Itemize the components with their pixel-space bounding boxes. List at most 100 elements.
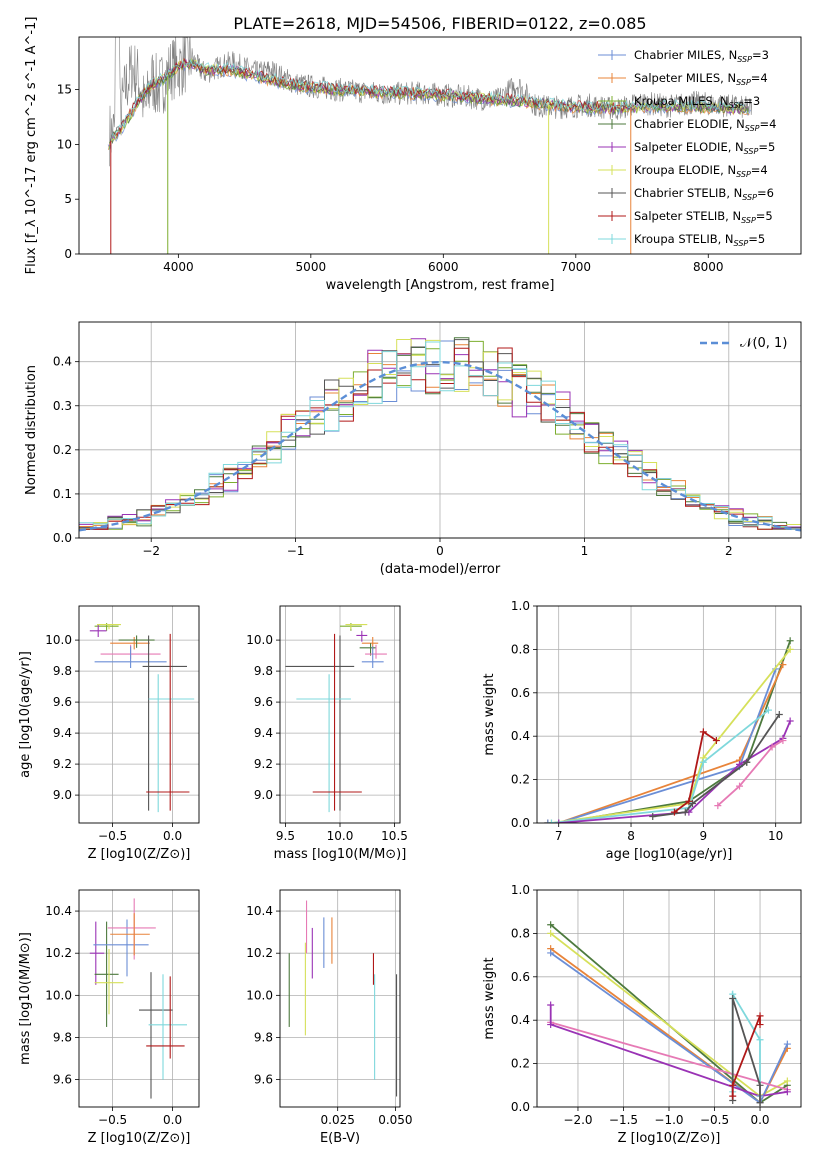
y-tick-label: 9.6 [53,1073,72,1087]
legend-label: Salpeter ELODIE, NSSP=5 [634,140,775,156]
x-axis-label: age [log10(age/yr)] [606,847,733,862]
y-tick-label: 9.6 [254,695,273,709]
y-tick-label: 1.0 [511,599,530,613]
y-tick-label: 10.0 [45,633,72,647]
x-axis-label: (data-model)/error [380,562,501,577]
panel-spectrum: 4000 5000 6000 7000 8000 0 5 10 15 wavelength [An… [24,17,802,293]
axes-frame [536,889,802,1108]
weight-marker [712,737,720,745]
legend-label: Kroupa ELODIE, NSSP=4 [634,163,768,179]
y-tick-label: 10.0 [246,633,273,647]
weight-marker [743,758,751,766]
weight-marker [729,1081,737,1089]
x-tick-label: 0.0 [163,829,182,843]
legend-label: Salpeter MILES, NSSP=4 [634,71,768,87]
x-tick-label: 10.0 [327,829,354,843]
y-tick-label: 9.8 [53,1030,72,1044]
model-line [110,58,745,141]
y-axis-label: mass weight [482,673,497,755]
weight-marker [786,645,794,653]
weight-marker [689,799,697,807]
axes-frame [78,605,200,824]
plot-area-age_vs_Z [89,623,195,813]
y-axis-label: age [log10(age/yr)] [18,651,33,778]
x-tick-label: 10 [768,829,783,843]
axes-frame [279,605,401,824]
weight-marker [756,1021,764,1029]
weight-marker [764,706,772,714]
weight-marker [555,819,563,823]
panel-weight_vs_Z: −2.0 −1.5 −1.0 −0.5 0.0 0.0 0.2 0.4 0.6 0.8 1.0 Z [… [482,883,802,1146]
y-tick-label: 9.8 [254,1030,273,1044]
x-axis-label: mass [log10(M/M⊙)] [274,847,407,862]
y-tick-label: 9.2 [53,757,72,771]
x-axis-label: Z [log10(Z/Z⊙)] [88,1131,191,1146]
y-tick-label: 10.4 [45,904,72,918]
legend-label: 𝒩(0, 1) [740,336,787,351]
y-tick-label: 10.4 [246,904,273,918]
y-tick-label: 0.6 [511,970,530,984]
panel-residuals: −2 −1 0 1 2 0.0 0.1 0.2 0.3 0.4 (data-model)/error… [24,321,802,577]
x-tick-label: 0.0 [750,1113,769,1127]
axes-frame [78,321,802,539]
weight-marker [544,819,552,823]
weight-marker [714,802,722,810]
x-axis-label: E(B-V) [320,1131,360,1146]
x-tick-label: 0.050 [378,1113,412,1127]
weight-marker [729,995,737,1002]
weight-line [549,1005,788,1098]
panel-age_vs_Z: −0.5 0.0 9.0 9.2 9.4 9.6 9.8 10.0 Z [log10(Z/Z⊙)… [18,605,200,862]
y-axis-label: mass weight [482,957,497,1039]
y-tick-label: 0.4 [53,355,72,369]
y-axis-label: mass [log10(M/M⊙)] [18,932,33,1065]
legend-label: Kroupa STELIB, NSSP=5 [634,232,765,248]
x-tick-label: 9.5 [276,829,295,843]
weight-marker [756,1012,764,1020]
y-tick-label: 1.0 [511,883,530,897]
x-tick-label: −0.5 [700,1113,729,1127]
normal-curve [79,360,801,532]
weight-marker [547,819,555,823]
weight-marker [786,637,794,645]
y-tick-label: 9.0 [53,788,72,802]
legend-label: Chabrier MILES, NSSP=3 [634,48,769,64]
x-tick-label: −2 [142,544,160,558]
y-tick-label: 0.2 [511,1057,530,1071]
x-tick-label: 7000 [561,260,592,274]
x-axis-label: Z [log10(Z/Z⊙)] [618,1131,721,1146]
y-tick-label: 0.8 [511,926,530,940]
x-tick-label: 8 [627,829,635,843]
y-tick-label: 9.4 [53,726,72,740]
x-tick-label: −0.5 [98,829,127,843]
y-tick-label: 0.6 [511,686,530,700]
x-tick-label: −1.5 [609,1113,638,1127]
weight-marker [736,782,744,790]
y-tick-label: 0.1 [53,487,72,501]
y-tick-label: 0.4 [511,1013,530,1027]
weight-line [731,998,761,1103]
y-tick-label: 10 [57,137,72,151]
legend-label: Salpeter STELIB, NSSP=5 [634,209,773,225]
weight-marker [783,1040,791,1048]
y-tick-label: 0.2 [511,773,530,787]
weight-line [547,664,784,823]
weight-marker [756,1099,764,1107]
x-tick-label: 1 [581,544,589,558]
weight-marker [779,737,787,745]
plot-area-spectrum [107,37,752,254]
y-tick-label: 0.8 [511,642,530,656]
y-tick-label: 9.6 [53,695,72,709]
axes-frame [536,605,802,824]
weight-marker [775,711,783,718]
weight-marker [783,1077,791,1085]
weight-marker [756,1081,764,1089]
x-axis-label: wavelength [Angstrom, rest frame] [326,278,555,293]
legend-label: Chabrier STELIB, NSSP=6 [634,186,774,202]
weight-line [731,1015,761,1097]
y-axis-label: Normed distribution [24,365,39,495]
x-tick-label: −0.5 [98,1113,127,1127]
x-axis-label: Z [log10(Z/Z⊙)] [88,847,191,862]
plot-area-weight_vs_age [544,637,794,823]
x-tick-label: 0.025 [321,1113,355,1127]
plot-area-weight_vs_Z [547,921,791,1107]
